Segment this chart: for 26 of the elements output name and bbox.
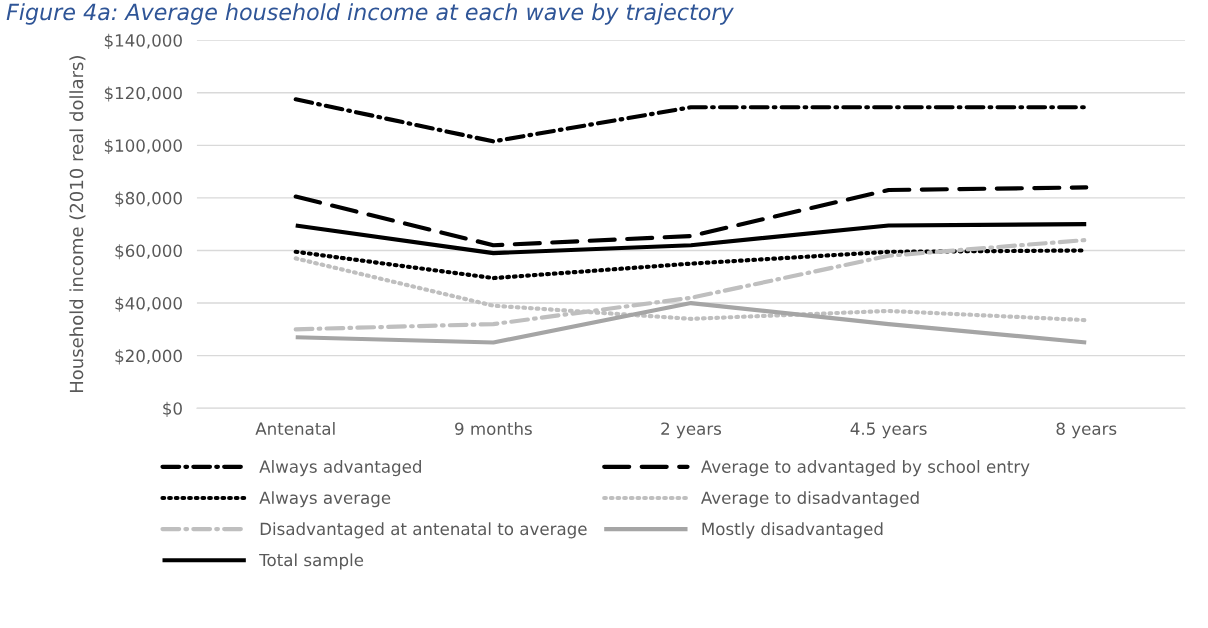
line-series [293, 222, 1089, 256]
x-tick-label: 2 years [661, 422, 722, 439]
chart-title: Figure 4a: Average household income at each wave by trajectory [6, 3, 734, 25]
y-tick-label: $80,000 [115, 191, 182, 207]
y-tick-label: $140,000 [104, 33, 182, 49]
y-tick-label: $100,000 [104, 139, 182, 155]
line-series [293, 185, 1089, 248]
y-tick-label: $40,000 [115, 296, 182, 312]
line-series [293, 237, 1089, 332]
legend-label: Disadvantaged at antenatal to average [260, 522, 587, 539]
y-tick-label: $120,000 [104, 86, 182, 102]
legend-label: Always advantaged [259, 460, 421, 477]
x-tick-label: 4.5 years [850, 422, 927, 439]
y-tick-label: $60,000 [115, 244, 182, 260]
legend-label: Average to advantaged by school entry [700, 460, 1030, 477]
x-tick-label: 8 years [1056, 422, 1117, 439]
x-tick-label: Antenatal [255, 422, 335, 435]
line-series [293, 300, 1089, 345]
legend-label: Mostly disadvantaged [702, 522, 883, 539]
y-axis-title: Household income (2010 real dollars) [69, 56, 86, 393]
legend-label: Average to disadvantaged [700, 491, 919, 508]
legend-label: Always average [259, 491, 391, 508]
x-tick-label: 9 months [455, 422, 532, 435]
y-tick-label: $0 [163, 401, 182, 417]
legend-label: Total sample [259, 553, 364, 570]
y-tick-label: $20,000 [115, 349, 182, 365]
